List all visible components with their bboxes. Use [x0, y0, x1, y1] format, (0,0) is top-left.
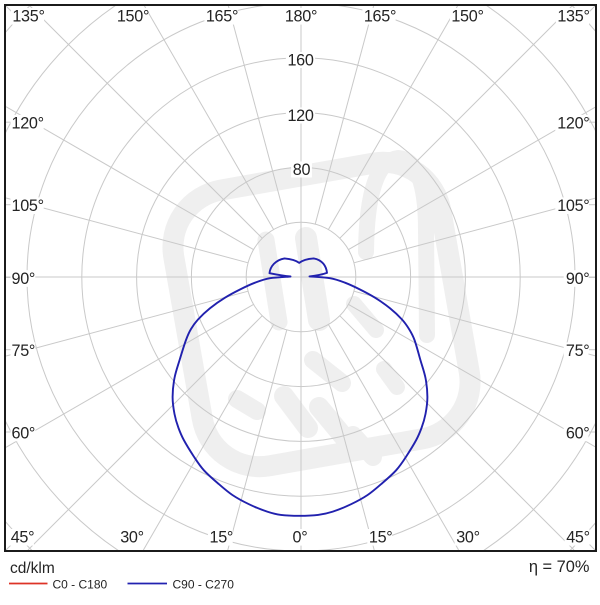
svg-text:60°: 60°: [566, 424, 590, 442]
svg-text:90°: 90°: [566, 270, 590, 288]
svg-text:135°: 135°: [557, 8, 589, 26]
svg-text:η = 70%: η = 70%: [529, 558, 590, 576]
svg-text:80: 80: [293, 161, 311, 179]
svg-text:165°: 165°: [364, 8, 396, 26]
svg-text:cd/klm: cd/klm: [10, 560, 55, 577]
svg-text:160: 160: [287, 51, 313, 69]
svg-text:15°: 15°: [210, 529, 234, 547]
svg-text:15°: 15°: [369, 529, 393, 547]
svg-text:105°: 105°: [12, 197, 44, 215]
svg-text:120: 120: [287, 107, 313, 125]
svg-text:30°: 30°: [120, 529, 144, 547]
svg-text:30°: 30°: [456, 529, 480, 547]
svg-text:150°: 150°: [451, 8, 483, 26]
svg-text:45°: 45°: [566, 529, 590, 547]
svg-text:0°: 0°: [293, 529, 308, 547]
svg-text:120°: 120°: [557, 115, 589, 133]
svg-text:75°: 75°: [566, 342, 590, 360]
svg-text:C90 - C270: C90 - C270: [173, 578, 235, 592]
svg-text:75°: 75°: [12, 342, 36, 360]
svg-text:150°: 150°: [117, 8, 149, 26]
svg-text:105°: 105°: [557, 197, 589, 215]
svg-text:45°: 45°: [11, 529, 35, 547]
svg-text:C0 - C180: C0 - C180: [53, 578, 108, 592]
svg-text:135°: 135°: [12, 8, 44, 26]
svg-text:180°: 180°: [285, 8, 317, 26]
svg-text:90°: 90°: [12, 270, 36, 288]
svg-text:60°: 60°: [12, 424, 36, 442]
svg-text:120°: 120°: [12, 115, 44, 133]
svg-text:165°: 165°: [206, 8, 238, 26]
